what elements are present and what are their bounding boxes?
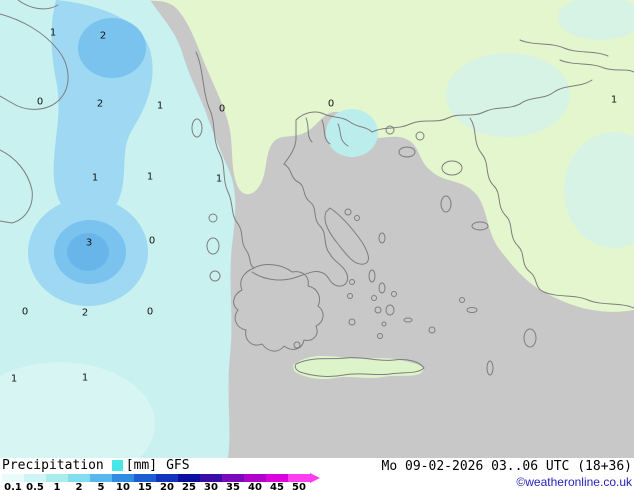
scale-label: 45: [270, 482, 284, 490]
scale-label: 40: [248, 482, 262, 490]
scale-label: 35: [226, 482, 240, 490]
scale-segment: [68, 473, 90, 482]
scale-label: 5: [97, 482, 105, 490]
scale-segment: [288, 473, 310, 482]
datetime-label: Mo 09-02-2026 03..06 UTC (18+36): [381, 459, 632, 474]
scale-label: 1: [53, 482, 61, 490]
legend-right: Mo 09-02-2026 03..06 UTC (18+36) ©weathe…: [382, 459, 632, 490]
legend-color-chip: [111, 460, 123, 471]
map-value: 0: [327, 98, 335, 110]
scale-segment: [266, 473, 288, 482]
scale-label: 2: [75, 482, 83, 490]
color-scale-bar: [2, 472, 320, 483]
map-value: 1: [146, 171, 154, 183]
scale-segment: [244, 473, 266, 482]
scale-segment: [2, 473, 24, 482]
map-value: 1: [610, 94, 618, 106]
map-graphic: [0, 0, 634, 458]
scale-label: 30: [204, 482, 218, 490]
scale-segment: [200, 473, 222, 482]
map-value: 2: [96, 98, 104, 110]
map-value: 0: [146, 306, 154, 318]
model-label: GFS: [166, 458, 190, 473]
map-value: 1: [215, 173, 223, 185]
map-value: 1: [91, 172, 99, 184]
scale-segment: [134, 473, 156, 482]
scale-label: 10: [116, 482, 130, 490]
legend-title-row: Precipitation [mm] GFS: [2, 458, 320, 473]
scale-segment: [112, 473, 134, 482]
map-value: 0: [148, 235, 156, 247]
map-value: 2: [81, 307, 89, 319]
scale-label: 15: [138, 482, 152, 490]
map-value: 3: [85, 237, 93, 249]
scale-label: 50: [292, 482, 306, 490]
map-value: 1: [156, 100, 164, 112]
scale-segment: [156, 473, 178, 482]
map-value: 1: [10, 373, 18, 385]
map-value: 1: [81, 372, 89, 384]
scale-segment: [90, 473, 112, 482]
scale-label: 0.1: [4, 482, 22, 490]
color-scale: 0.1 0.5 1 2 5 10 15 20 25 30 35 40 45 50: [2, 472, 320, 490]
scale-segment: [222, 473, 244, 482]
map-value: 0: [21, 306, 29, 318]
legend-unit: [mm]: [125, 458, 158, 473]
map-value: 2: [99, 30, 107, 42]
scale-label: 20: [160, 482, 174, 490]
map-value: 1: [49, 27, 57, 39]
map-value: 0: [36, 96, 44, 108]
copyright-link[interactable]: ©weatheronline.co.uk: [516, 475, 632, 489]
scale-segment: [178, 473, 200, 482]
precipitation-map: 1 2 0 2 1 0 0 1 1 1 1 3 0 0 2 0 1 1: [0, 0, 634, 458]
legend-title: Precipitation: [2, 458, 104, 473]
scale-arrow: [310, 472, 320, 483]
legend-left: Precipitation [mm] GFS 0.1 0.5 1 2 5 10 15 20 25…: [2, 458, 320, 490]
scale-segment: [24, 473, 46, 482]
scale-label: 0.5: [26, 482, 44, 490]
scale-label: 25: [182, 482, 196, 490]
color-scale-labels: 0.1 0.5 1 2 5 10 15 20 25 30 35 40 45 50: [2, 482, 320, 490]
map-value: 0: [218, 103, 226, 115]
legend-bar: Precipitation [mm] GFS 0.1 0.5 1 2 5 10 15 20 25…: [0, 458, 634, 490]
scale-segment: [46, 473, 68, 482]
